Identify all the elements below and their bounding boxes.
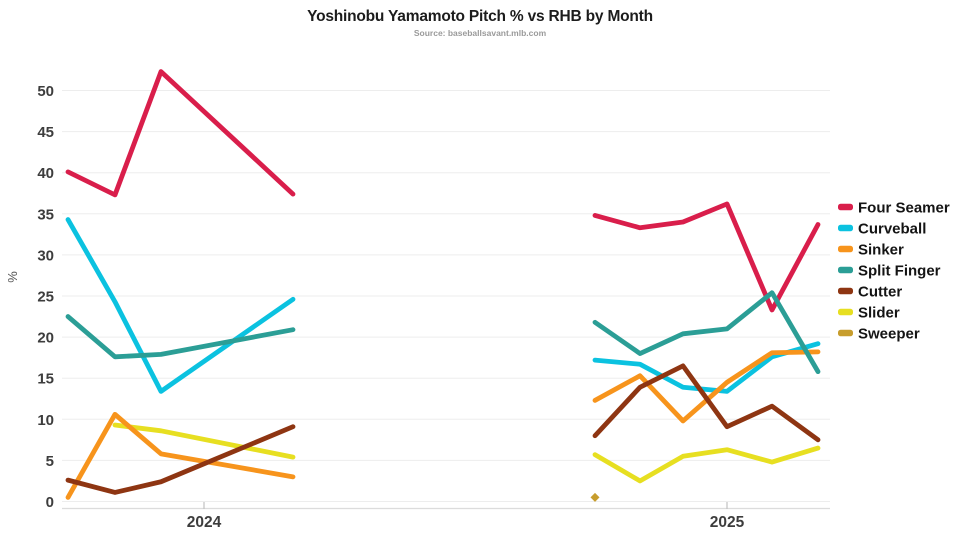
line-sinker-seg2	[592, 349, 821, 424]
legend-swatch-cutter	[838, 287, 853, 295]
line-slider-seg1	[112, 422, 296, 460]
y-tick-labels: 0 5 10 15 20 25 30 35 40 45 50	[37, 83, 54, 511]
y-axis-label: %	[5, 271, 20, 283]
legend-swatch-slider	[838, 308, 853, 316]
y-tick-label-30: 30	[37, 247, 54, 264]
y-tick-label-50: 50	[37, 83, 54, 100]
legend-label-sinker: Sinker	[858, 242, 904, 259]
point-sweeper	[590, 492, 600, 502]
chart-title: Yoshinobu Yamamoto Pitch % vs RHB by Mon…	[307, 8, 653, 25]
y-tick-label-40: 40	[37, 165, 54, 182]
legend-label-slider: Slider	[858, 305, 900, 322]
legend-swatch-split-finger	[838, 266, 853, 274]
gridlines	[62, 90, 830, 502]
legend-swatch-sinker	[838, 245, 853, 253]
line-slider-seg2	[592, 445, 821, 484]
line-sinker-seg1	[65, 411, 296, 500]
legend: Four Seamer Curveball Sinker Split Finger Cu…	[838, 200, 950, 343]
line-cutter-seg1	[65, 424, 296, 495]
legend-swatch-sweeper	[838, 329, 853, 337]
y-tick-label-0: 0	[46, 494, 54, 511]
line-four-seamer-seg2	[592, 201, 821, 313]
y-tick-label-15: 15	[37, 371, 54, 388]
y-tick-label-20: 20	[37, 330, 54, 347]
legend-label-curveball: Curveball	[858, 221, 926, 238]
chart-subtitle: Source: baseballsavant.mlb.com	[414, 28, 547, 38]
y-tick-label-10: 10	[37, 412, 54, 429]
line-four-seamer-seg1	[65, 69, 296, 198]
y-tick-label-5: 5	[46, 453, 54, 470]
legend-swatch-four-seamer	[838, 203, 853, 211]
series-lines	[65, 69, 821, 502]
legend-label-split-finger: Split Finger	[858, 263, 941, 280]
line-curveball-seg1	[65, 217, 296, 394]
line-split-finger-seg1	[65, 314, 296, 360]
legend-label-cutter: Cutter	[858, 284, 902, 301]
x-axis: 2024 2025	[62, 502, 830, 531]
legend-swatch-curveball	[838, 224, 853, 232]
x-tick-label-2025: 2025	[710, 514, 745, 531]
legend-label-four-seamer: Four Seamer	[858, 200, 950, 217]
y-tick-label-35: 35	[37, 206, 54, 223]
y-tick-label-45: 45	[37, 124, 54, 141]
y-tick-label-25: 25	[37, 289, 54, 306]
line-cutter-seg2	[592, 363, 821, 443]
legend-label-sweeper: Sweeper	[858, 326, 920, 343]
line-split-finger-seg2	[592, 290, 821, 375]
x-tick-label-2024: 2024	[187, 514, 222, 531]
